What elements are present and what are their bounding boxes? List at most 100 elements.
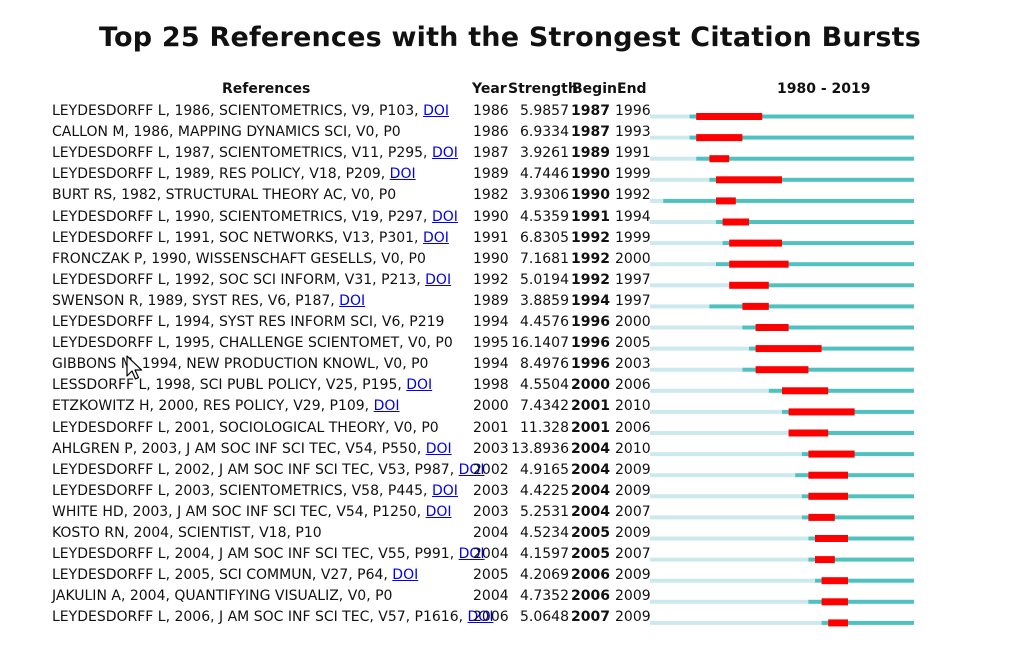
table-row: LEYDESDORFF L, 1987, SCIENTOMETRICS, V11… bbox=[0, 143, 1020, 164]
end-cell: 2009 bbox=[615, 588, 651, 605]
begin-cell: 1996 bbox=[571, 314, 610, 330]
timeline-active bbox=[722, 241, 914, 246]
reference-text: GIBBONS M, 1994, NEW PRODUCTION KNOWL, V… bbox=[52, 356, 429, 373]
timeline-active bbox=[709, 304, 914, 309]
year-cell: 1989 bbox=[473, 292, 509, 309]
reference-text: LEYDESDORFF L, 2001, SOCIOLOGICAL THEORY… bbox=[52, 419, 439, 436]
begin-cell: 1996 bbox=[571, 356, 610, 373]
end-cell: 1997 bbox=[615, 292, 651, 309]
end-cell: 2009 bbox=[615, 482, 651, 499]
header-year: Year bbox=[472, 81, 507, 97]
strength-cell: 4.5359 bbox=[520, 208, 569, 225]
strength-cell: 16.1407 bbox=[511, 335, 569, 352]
strength-cell: 5.2531 bbox=[520, 503, 569, 520]
strength-cell: 13.8936 bbox=[511, 440, 569, 457]
mouse-cursor-icon bbox=[126, 355, 143, 380]
strength-cell: 4.1597 bbox=[520, 546, 569, 563]
strength-cell: 4.4576 bbox=[520, 314, 569, 330]
strength-cell: 4.5504 bbox=[520, 377, 569, 394]
timeline-inactive bbox=[650, 409, 782, 414]
timeline-active bbox=[742, 325, 914, 330]
begin-cell: 1991 bbox=[571, 208, 610, 225]
table-row: LEYDESDORFF L, 1990, SCIENTOMETRICS, V19… bbox=[0, 207, 1020, 228]
end-cell: 2009 bbox=[615, 567, 651, 584]
table-row: LESSDORFF L, 1998, SCI PUBL POLICY, V25,… bbox=[0, 375, 1020, 396]
end-cell: 2007 bbox=[615, 503, 651, 520]
begin-cell: 1989 bbox=[571, 145, 610, 162]
doi-link[interactable]: DOI bbox=[425, 440, 452, 457]
timeline-active bbox=[808, 557, 914, 562]
doi-link[interactable]: DOI bbox=[431, 208, 458, 225]
timeline-active bbox=[768, 388, 914, 393]
begin-cell: 1992 bbox=[571, 271, 610, 288]
doi-link[interactable]: DOI bbox=[431, 145, 458, 162]
timeline-active bbox=[729, 283, 914, 288]
begin-cell: 1990 bbox=[571, 187, 610, 204]
burst-bar bbox=[788, 408, 855, 416]
timeline-inactive bbox=[650, 557, 809, 562]
year-cell: 1982 bbox=[473, 187, 509, 204]
doi-link[interactable]: DOI bbox=[389, 166, 416, 183]
doi-link[interactable]: DOI bbox=[406, 377, 433, 394]
strength-cell: 4.5234 bbox=[520, 525, 569, 541]
doi-link[interactable]: DOI bbox=[422, 229, 449, 246]
begin-cell: 2005 bbox=[571, 525, 610, 541]
doi-link[interactable]: DOI bbox=[425, 271, 452, 288]
timeline-active bbox=[801, 452, 914, 457]
begin-cell: 1996 bbox=[571, 335, 610, 352]
timeline-inactive bbox=[650, 473, 796, 478]
end-cell: 2010 bbox=[615, 398, 651, 415]
end-cell: 2006 bbox=[615, 419, 651, 436]
strength-cell: 3.9261 bbox=[520, 145, 569, 162]
doi-link[interactable]: DOI bbox=[373, 398, 400, 415]
table-row: LEYDESDORFF L, 1991, SOC NETWORKS, V13, … bbox=[0, 228, 1020, 249]
doi-link[interactable]: DOI bbox=[431, 482, 458, 499]
end-cell: 2009 bbox=[615, 609, 651, 626]
reference-text: LEYDESDORFF L, 2002, J AM SOC INF SCI TE… bbox=[52, 461, 485, 478]
year-cell: 1995 bbox=[473, 335, 509, 352]
strength-cell: 4.7352 bbox=[520, 588, 569, 605]
begin-cell: 2004 bbox=[571, 461, 610, 478]
year-cell: 2004 bbox=[473, 588, 509, 605]
end-cell: 2003 bbox=[615, 356, 651, 373]
year-cell: 1990 bbox=[473, 250, 509, 267]
doi-link[interactable]: DOI bbox=[458, 461, 485, 478]
header-timeline: 1980 - 2019 bbox=[777, 81, 871, 97]
table-row: JAKULIN A, 2004, QUANTIFYING VISUALIZ, V… bbox=[0, 586, 1020, 607]
end-cell: 2010 bbox=[615, 440, 651, 457]
reference-text: LESSDORFF L, 1998, SCI PUBL POLICY, V25,… bbox=[52, 377, 433, 394]
timeline-inactive bbox=[650, 452, 802, 457]
table-row: LEYDESDORFF L, 2003, SCIENTOMETRICS, V58… bbox=[0, 481, 1020, 502]
begin-cell: 2004 bbox=[571, 503, 610, 520]
strength-cell: 4.7446 bbox=[520, 166, 569, 183]
timeline-inactive bbox=[650, 114, 690, 119]
timeline-inactive bbox=[650, 431, 789, 435]
timeline-active bbox=[716, 262, 914, 267]
header-begin: Begin bbox=[572, 81, 617, 97]
strength-cell: 11.328 bbox=[520, 419, 569, 436]
table-row: BURT RS, 1982, STRUCTURAL THEORY AC, V0,… bbox=[0, 185, 1020, 206]
timeline-inactive bbox=[650, 262, 716, 267]
doi-link[interactable]: DOI bbox=[425, 503, 452, 520]
end-cell: 1992 bbox=[615, 187, 651, 204]
timeline-inactive bbox=[650, 198, 664, 203]
doi-link[interactable]: DOI bbox=[458, 546, 485, 563]
header-end: End bbox=[617, 81, 647, 97]
begin-cell: 2007 bbox=[571, 609, 610, 626]
end-cell: 1996 bbox=[615, 103, 651, 119]
year-cell: 1994 bbox=[473, 314, 509, 330]
year-cell: 2001 bbox=[473, 419, 509, 436]
doi-link[interactable]: DOI bbox=[339, 292, 366, 309]
table-row: LEYDESDORFF L, 2006, J AM SOC INF SCI TE… bbox=[0, 607, 1020, 628]
doi-link[interactable]: DOI bbox=[423, 103, 449, 119]
strength-cell: 5.0194 bbox=[520, 271, 569, 288]
begin-cell: 2006 bbox=[571, 567, 610, 584]
timeline-active bbox=[808, 599, 914, 604]
begin-cell: 2004 bbox=[571, 440, 610, 457]
end-cell: 1991 bbox=[615, 145, 651, 162]
begin-cell: 2000 bbox=[571, 377, 610, 394]
doi-link[interactable]: DOI bbox=[467, 609, 494, 626]
burst-bar bbox=[696, 113, 763, 120]
doi-link[interactable]: DOI bbox=[392, 567, 419, 584]
timeline-inactive bbox=[650, 241, 723, 246]
